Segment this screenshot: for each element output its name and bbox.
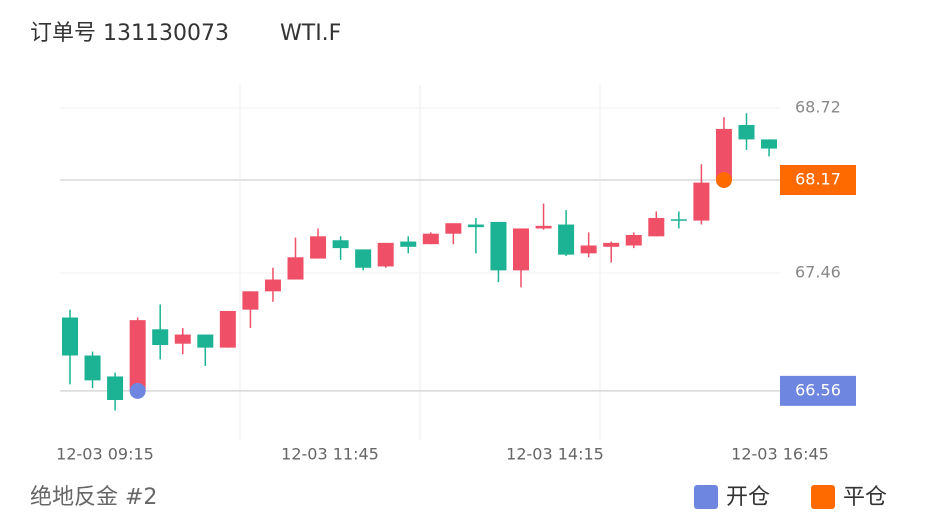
candle-body [242, 291, 259, 310]
candle-body [467, 224, 484, 228]
strategy-name: 绝地反金 #2 [30, 485, 157, 510]
candle-body [490, 221, 507, 271]
candle-body [422, 233, 439, 245]
candle-body [445, 223, 462, 234]
y-tick-label: 68.72 [795, 97, 841, 116]
x-tick-label: 12-03 11:45 [281, 445, 379, 464]
candle-body [355, 249, 372, 268]
y-tick-label: 67.46 [795, 262, 841, 281]
candle-body [648, 217, 665, 237]
candle-body [332, 240, 349, 249]
candle-body [693, 182, 710, 221]
candle-body [62, 317, 78, 356]
legend-swatch [694, 485, 718, 509]
candle-body [129, 320, 146, 391]
candle-body [84, 355, 101, 381]
candle-body [603, 242, 620, 247]
candle-body [197, 334, 214, 348]
trade-marker [715, 172, 732, 189]
candle-body [535, 225, 552, 229]
x-tick-label: 12-03 16:45 [731, 445, 829, 464]
order-title: 订单号 131130073 [30, 21, 229, 46]
candle-body [580, 245, 597, 254]
candle-body [715, 128, 732, 181]
symbol: WTI.F [280, 21, 341, 46]
candle-body [513, 228, 529, 271]
candle-body [107, 376, 124, 401]
price-label: 66.56 [795, 380, 841, 399]
candle-body [152, 329, 169, 346]
price-box [780, 165, 856, 196]
candle-body [558, 224, 575, 255]
candle-body [738, 124, 755, 140]
legend-swatch [811, 485, 835, 509]
candle-body [219, 310, 236, 348]
candle-body [377, 242, 394, 267]
x-tick-label: 12-03 14:15 [506, 445, 604, 464]
candle-body [670, 219, 687, 221]
x-tick-label: 12-03 09:15 [56, 445, 154, 464]
candle-body [264, 279, 281, 292]
candle-body [174, 334, 191, 344]
candle-body [310, 236, 327, 259]
legend-label: 开仓 [726, 485, 770, 510]
legend-label: 平仓 [843, 485, 887, 510]
candle-body [761, 139, 778, 149]
price-label: 68.17 [795, 170, 841, 189]
trade-marker [129, 382, 146, 399]
candle-body [287, 257, 304, 280]
price-box [780, 375, 856, 406]
candle-body [625, 235, 642, 246]
candle-body [400, 241, 417, 247]
